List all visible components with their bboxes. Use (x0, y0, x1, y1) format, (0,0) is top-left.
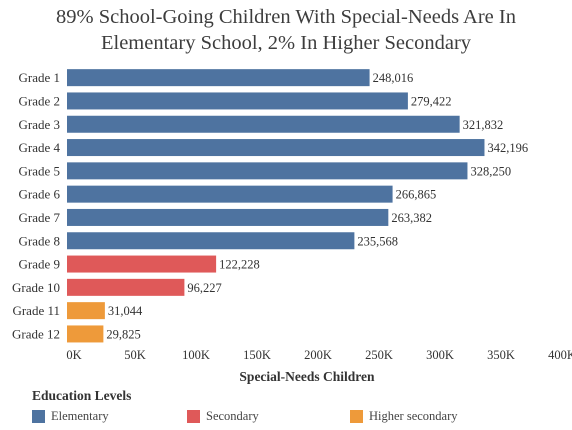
x-tick-label-50k: 50K (124, 348, 146, 362)
value-label-grade-9: 122,228 (219, 258, 260, 272)
bar-grade-9 (67, 255, 217, 273)
value-label-grade-5: 328,250 (470, 164, 511, 178)
legend-label-higher-secondary: Higher secondary (369, 409, 458, 423)
bar-grade-4 (67, 139, 485, 157)
value-label-grade-4: 342,196 (487, 141, 528, 155)
category-label-grade-11: Grade 11 (12, 303, 60, 318)
bar-grade-12 (67, 325, 104, 343)
value-label-grade-1: 248,016 (373, 71, 414, 85)
legend-item-higher-secondary: Higher secondary (350, 409, 458, 424)
legend-item-elementary: Elementary (32, 409, 109, 424)
bars-group (67, 69, 485, 343)
legend-label-secondary: Secondary (206, 409, 259, 423)
value-label-grade-11: 31,044 (108, 304, 143, 318)
category-label-grade-6: Grade 6 (18, 187, 60, 202)
value-label-grade-2: 279,422 (411, 94, 452, 108)
bar-grade-1 (67, 69, 370, 87)
bar-grade-3 (67, 115, 460, 133)
value-label-grade-3: 321,832 (463, 118, 504, 132)
bar-grade-8 (67, 232, 355, 250)
x-tick-label-150k: 150K (243, 348, 271, 362)
chart-title-line-1: 89% School-Going Children With Special-N… (56, 6, 516, 28)
value-label-grade-6: 266,865 (396, 188, 437, 202)
bar-grade-10 (67, 278, 185, 296)
category-label-grade-1: Grade 1 (18, 70, 60, 85)
bar-grade-7 (67, 208, 389, 226)
bar-grade-2 (67, 92, 408, 110)
category-label-grade-9: Grade 9 (18, 257, 60, 272)
legend-item-secondary: Secondary (187, 409, 259, 424)
value-label-grade-8: 235,568 (357, 234, 398, 248)
legend-swatch-elementary (32, 410, 45, 423)
value-labels-group: 248,016 279,422 321,832 342,196 328,250 266,8… (106, 71, 528, 341)
legend: Elementary Secondary Higher secondary (32, 409, 572, 425)
category-labels-group: Grade 1 Grade 2 Grade 3 Grade 4 Grade 5 Grade… (12, 70, 61, 341)
chart-title-line-2: Elementary School, 2% In Higher Secondar… (100, 32, 472, 54)
value-label-grade-10: 96,227 (187, 281, 221, 295)
x-tick-label-350k: 350K (487, 348, 515, 362)
x-tick-label-250k: 250K (365, 348, 393, 362)
category-label-grade-7: Grade 7 (18, 210, 60, 225)
category-label-grade-12: Grade 12 (12, 326, 60, 341)
category-label-grade-4: Grade 4 (18, 140, 60, 155)
value-label-grade-12: 29,825 (106, 327, 140, 341)
category-label-grade-2: Grade 2 (18, 93, 60, 108)
legend-swatch-secondary (187, 410, 200, 423)
category-label-grade-10: Grade 10 (12, 280, 60, 295)
value-label-grade-7: 263,382 (391, 211, 432, 225)
x-tick-label-100k: 100K (182, 348, 210, 362)
bar-grade-6 (67, 185, 393, 203)
category-label-grade-3: Grade 3 (18, 117, 60, 132)
x-tick-label-0k: 0K (66, 348, 81, 362)
x-tick-label-400k: 400K (548, 348, 572, 362)
chart-title: 89% School-Going Children With Special-N… (0, 4, 572, 56)
x-axis-ticks-group: 0K 50K 100K 150K 200K 250K 300K 350K 400K (66, 348, 572, 362)
category-label-grade-5: Grade 5 (18, 163, 60, 178)
x-tick-label-200k: 200K (304, 348, 332, 362)
bar-grade-5 (67, 162, 468, 180)
legend-swatch-higher-secondary (350, 410, 363, 423)
legend-title: Education Levels (32, 388, 132, 403)
category-label-grade-8: Grade 8 (18, 233, 60, 248)
legend-label-elementary: Elementary (51, 409, 109, 423)
x-axis-label: Special-Needs Children (239, 369, 375, 384)
bar-grade-11 (67, 302, 105, 320)
x-tick-label-300k: 300K (426, 348, 454, 362)
